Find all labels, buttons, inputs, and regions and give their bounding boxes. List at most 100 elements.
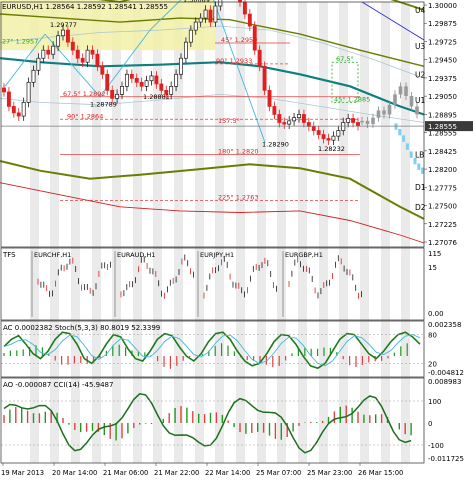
candle-body-39 [193, 21, 198, 31]
candle-body-12 [61, 29, 65, 37]
candle-body-60 [297, 114, 301, 119]
price-axis-label-6: 1.28895 [428, 111, 457, 119]
tfs-symbol-3: EURGBP,H1 [285, 251, 323, 259]
candle-body-38 [188, 29, 193, 43]
candle-body-58 [287, 120, 292, 125]
candle-body-51 [252, 25, 257, 51]
forecast-blue-body-5 [413, 157, 417, 165]
candle-body-42 [208, 9, 213, 23]
gann-label-2: 1.30089 [183, 0, 210, 4]
candle-body-0 [2, 87, 6, 93]
level-label-lb: LB [415, 151, 424, 160]
candle-body-17 [85, 49, 90, 63]
candle-body-23 [115, 94, 120, 99]
session-band-9 [215, 2, 224, 463]
candle-body-59 [292, 117, 297, 122]
level-label-u4: U4 [415, 6, 425, 15]
price-axis-label-3: 1.29450 [428, 57, 457, 65]
forecast-gray-body-5 [387, 104, 392, 115]
highlight-zone [0, 0, 215, 51]
session-band-5 [133, 2, 142, 463]
panel-frame-main [0, 1, 425, 248]
gann-label-3: 1.29777 [50, 21, 77, 29]
tfs-header: TFS [2, 251, 16, 259]
gann-box [331, 61, 359, 103]
candle-body-71 [351, 118, 356, 123]
candle-body-44 [218, 0, 223, 7]
candle-body-53 [262, 65, 267, 91]
price-axis-label-10: 1.27775 [428, 184, 457, 192]
ac-axis-label-0: 0.002358 [428, 321, 461, 329]
candle-body-50 [247, 13, 252, 27]
candle-body-7 [36, 57, 41, 71]
session-band-15 [339, 2, 348, 463]
candle-body-54 [267, 90, 272, 107]
candle-body-43 [213, 5, 218, 23]
price-axis-label-13: 1.27076 [428, 239, 457, 247]
tfs-axis-label-0: 115 [428, 250, 441, 258]
panel-frame-ac [0, 320, 425, 378]
session-band-4 [112, 2, 121, 463]
session-band-7 [174, 2, 183, 463]
tfs-symbol-1: EURAUD,H1 [117, 251, 155, 259]
forecast-gray-body-6 [393, 94, 397, 105]
candle-body-11 [56, 35, 61, 47]
gann-label-13: 157.5° [218, 117, 240, 125]
session-band-3 [92, 2, 101, 463]
ao-cci-panel[interactable] [1, 392, 424, 454]
candle-body-10 [51, 45, 56, 55]
forecast-gray-body-0 [360, 120, 364, 123]
level-label-d2: D2 [415, 203, 426, 212]
candle-body-15 [75, 49, 80, 59]
candle-body-3 [16, 112, 21, 117]
price-axis-label-11: 1.27500 [428, 203, 457, 211]
candle-body-57 [282, 122, 287, 125]
forecast-blue-body-1 [398, 128, 402, 136]
candle-body-28 [139, 81, 144, 87]
gann-label-11: 67.5° [336, 55, 354, 63]
forecast-gray-body-8 [404, 86, 408, 96]
candle-body-30 [149, 75, 154, 82]
candle-body-9 [46, 49, 51, 55]
gann-label-14: 180° 1.2820 [218, 148, 258, 156]
panel-frame-ao [0, 377, 425, 464]
level-label-u1: U1 [415, 96, 425, 105]
session-band-0 [30, 2, 39, 463]
forecast-gray-body-10 [415, 106, 419, 115]
cci-line [3, 392, 412, 454]
tfs-axis-label-1: 15 [428, 264, 437, 272]
session-band-17 [381, 2, 390, 463]
level-label-u2: U2 [415, 70, 425, 79]
stoch-main-line [3, 331, 421, 370]
ac-header: AC 0.0002382 Stoch(5,3,3) 80.8019 52.339… [3, 324, 160, 332]
tfs-panel[interactable] [31, 251, 362, 317]
forecast-blue-body-7 [421, 167, 425, 174]
ao-axis-label-0: 0.008983 [428, 378, 461, 386]
candle-body-68 [336, 130, 341, 137]
candle-body-18 [90, 49, 95, 55]
trendline-blue [361, 1, 425, 41]
gann-label-0: 45° 1.3013 [2, 0, 38, 1]
ac-stoch-panel[interactable] [1, 331, 424, 370]
tfs-axis-label-2: 0.00 [428, 310, 444, 318]
candle-body-55 [272, 106, 277, 115]
time-axis-label-6: 25 Mar 23:00 [307, 469, 352, 477]
price-axis-label-12: 1.27225 [428, 221, 457, 229]
candle-body-25 [124, 73, 129, 87]
main-price-panel[interactable] [0, 0, 425, 244]
last-price-tag: 1.28555 [428, 123, 457, 131]
session-band-6 [153, 2, 162, 463]
price-axis-label-1: 1.29875 [428, 20, 457, 28]
upper-inner-channel [0, 13, 425, 67]
tfs-symbol-2: EURJPY,H1 [200, 251, 234, 259]
session-band-10 [236, 2, 245, 463]
candle-body-41 [203, 9, 208, 19]
forecast-gray-body-7 [398, 86, 403, 95]
candle-body-27 [134, 77, 139, 83]
level-label-d1: D1 [415, 183, 426, 192]
price-axis-label-4: 1.29375 [428, 75, 457, 83]
candle-body-4 [21, 102, 26, 117]
candle-body-26 [129, 73, 134, 79]
